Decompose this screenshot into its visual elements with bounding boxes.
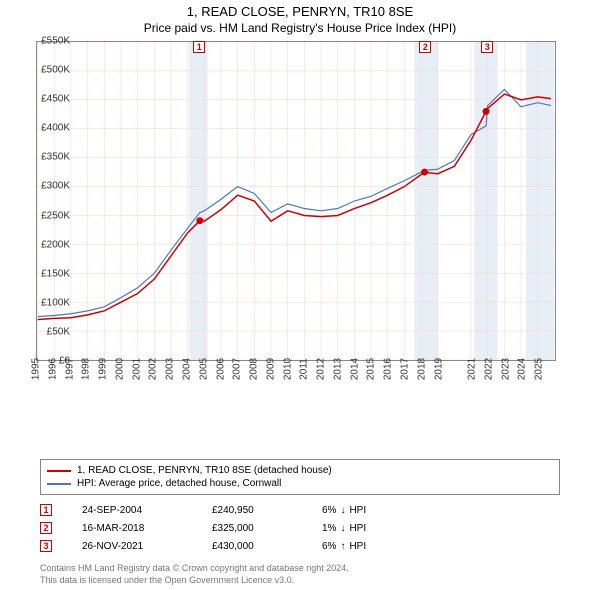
x-axis-label: 2013 <box>332 358 343 380</box>
chart-plot <box>36 41 556 361</box>
sales-diff: 6% ↓ HPI <box>322 505 412 516</box>
x-axis-label: 2004 <box>181 358 192 380</box>
arrow-icon: ↓ <box>340 523 345 534</box>
sales-marker: 3 <box>40 540 52 552</box>
sales-price: £325,000 <box>212 523 292 534</box>
sales-price: £240,950 <box>212 505 292 516</box>
x-axis-label: 2010 <box>282 358 293 380</box>
sales-table: 1 24-SEP-2004 £240,950 6% ↓ HPI 2 16-MAR-2018… <box>40 501 560 555</box>
sales-diff: 6% ↑ HPI <box>322 541 412 552</box>
x-axis-label: 2017 <box>400 358 411 380</box>
sales-row: 2 16-MAR-2018 £325,000 1% ↓ HPI <box>40 519 560 537</box>
x-axis-label: 2009 <box>265 358 276 380</box>
x-axis-label: 2003 <box>165 358 176 380</box>
sales-marker: 2 <box>40 522 52 534</box>
sales-date: 24-SEP-2004 <box>82 505 182 516</box>
x-axis-label: 2024 <box>517 358 528 380</box>
sales-price: £430,000 <box>212 541 292 552</box>
x-axis-label: 2000 <box>114 358 125 380</box>
arrow-icon: ↑ <box>340 541 345 552</box>
y-axis-label: £450K <box>30 94 70 105</box>
legend-row: 1, READ CLOSE, PENRYN, TR10 8SE (detache… <box>47 464 553 477</box>
x-axis-label: 2018 <box>416 358 427 380</box>
y-axis-label: £300K <box>30 181 70 192</box>
sales-row: 1 24-SEP-2004 £240,950 6% ↓ HPI <box>40 501 560 519</box>
sales-diff: 1% ↓ HPI <box>322 523 412 534</box>
y-axis-label: £150K <box>30 268 70 279</box>
x-axis-label: 2025 <box>534 358 545 380</box>
sales-date: 26-NOV-2021 <box>82 541 182 552</box>
page-subtitle: Price paid vs. HM Land Registry's House … <box>0 19 600 41</box>
footer-attribution: Contains HM Land Registry data © Crown c… <box>40 563 560 586</box>
sales-row: 3 26-NOV-2021 £430,000 6% ↑ HPI <box>40 537 560 555</box>
x-axis-label: 2023 <box>500 358 511 380</box>
legend-swatch <box>47 470 71 472</box>
page-title: 1, READ CLOSE, PENRYN, TR10 8SE <box>0 0 600 19</box>
legend-row: HPI: Average price, detached house, Corn… <box>47 477 553 490</box>
legend-swatch <box>47 483 71 485</box>
y-axis-label: £250K <box>30 210 70 221</box>
arrow-icon: ↓ <box>340 505 345 516</box>
x-axis-label: 2022 <box>483 358 494 380</box>
y-axis-label: £550K <box>30 36 70 47</box>
y-axis-label: £350K <box>30 152 70 163</box>
legend-label: 1, READ CLOSE, PENRYN, TR10 8SE (detache… <box>77 465 332 476</box>
y-axis-label: £400K <box>30 123 70 134</box>
y-axis-label: £50K <box>30 326 70 337</box>
x-axis-label: 1998 <box>81 358 92 380</box>
chart-marker-3: 3 <box>481 41 493 53</box>
x-axis-label: 2011 <box>299 358 310 380</box>
sales-marker: 1 <box>40 504 52 516</box>
x-axis-label: 2015 <box>366 358 377 380</box>
x-axis-label: 2005 <box>198 358 209 380</box>
y-axis-label: £500K <box>30 65 70 76</box>
legend: 1, READ CLOSE, PENRYN, TR10 8SE (detache… <box>40 459 560 495</box>
x-axis-label: 2014 <box>349 358 360 380</box>
x-axis-label: 2008 <box>249 358 260 380</box>
chart-marker-2: 2 <box>419 41 431 53</box>
y-axis-label: £100K <box>30 297 70 308</box>
x-axis-label: 2012 <box>316 358 327 380</box>
x-axis-label: 2016 <box>383 358 394 380</box>
x-axis-label: 2001 <box>131 358 142 380</box>
legend-label: HPI: Average price, detached house, Corn… <box>77 478 281 489</box>
x-axis-label: 2007 <box>232 358 243 380</box>
x-axis-label: 2019 <box>433 358 444 380</box>
x-axis-label: 2021 <box>467 358 478 380</box>
x-axis-label: 2006 <box>215 358 226 380</box>
sales-date: 16-MAR-2018 <box>82 523 182 534</box>
x-axis-label: 1996 <box>47 358 58 380</box>
y-axis-label: £200K <box>30 239 70 250</box>
x-axis-label: 2002 <box>148 358 159 380</box>
chart-marker-1: 1 <box>193 41 205 53</box>
x-axis-label: 1997 <box>64 358 75 380</box>
x-axis-label: 1999 <box>98 358 109 380</box>
footer-line-1: Contains HM Land Registry data © Crown c… <box>40 563 560 575</box>
footer-line-2: This data is licensed under the Open Gov… <box>40 575 560 587</box>
chart-container: £0£50K£100K£150K£200K£250K£300K£350K£400… <box>36 41 596 411</box>
x-axis-label: 1995 <box>31 358 42 380</box>
